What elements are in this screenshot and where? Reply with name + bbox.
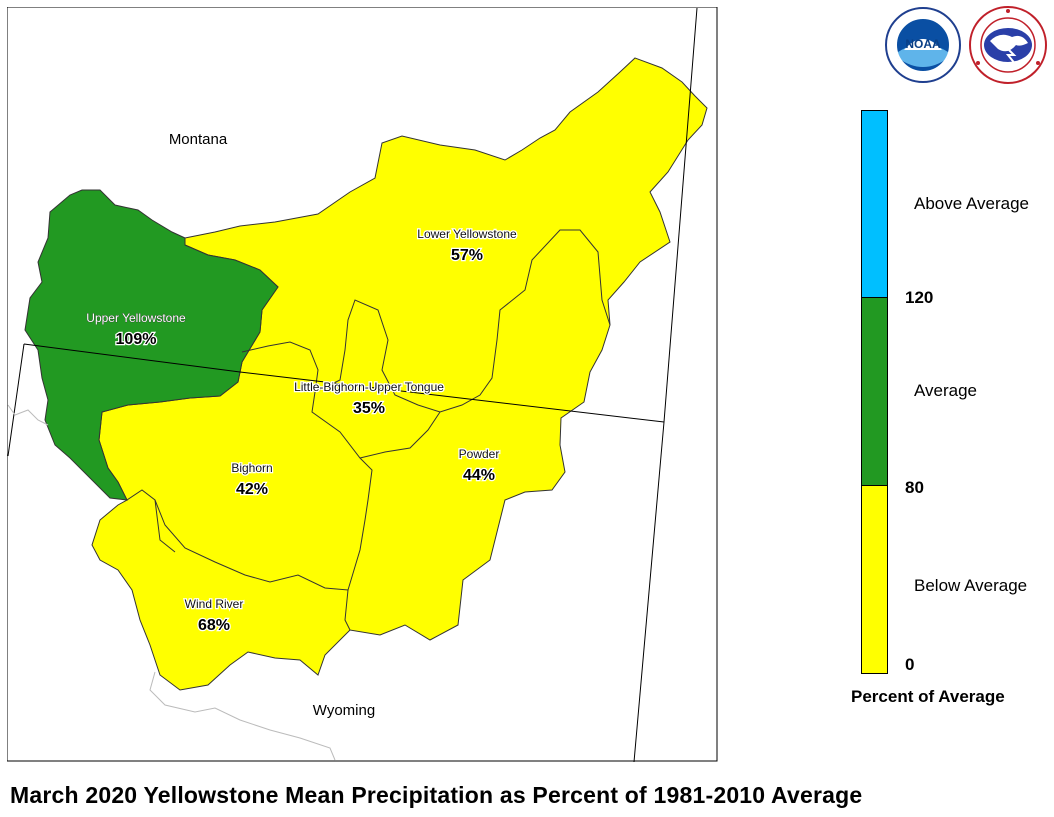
legend-break-120: 120 — [905, 288, 934, 307]
basin-percent-little-bighorn-upper-tongue: 35% — [353, 400, 385, 417]
legend-swatch-average — [861, 297, 888, 486]
basin-percent-upper-yellowstone: 109% — [116, 331, 157, 348]
basin-percent-bighorn: 42% — [236, 481, 268, 498]
basin-percent-wind-river: 68% — [198, 617, 230, 634]
legend-title: Percent of Average — [851, 687, 1005, 706]
basin-map: Montana Wyoming Upper Yellowstone 109% L… — [7, 7, 718, 763]
basin-name-bighorn: Bighorn — [231, 461, 272, 475]
legend-swatch-above-average — [861, 110, 888, 298]
legend-break-80: 80 — [905, 478, 924, 497]
legend-label-below-average: Below Average — [914, 576, 1028, 595]
page-title: March 2020 Yellowstone Mean Precipitatio… — [10, 782, 863, 808]
basin-upper-yellowstone — [24, 189, 279, 501]
basin-name-lower-yellowstone: Lower Yellowstone — [417, 227, 517, 241]
legend-label-above-average: Above Average — [914, 194, 1029, 213]
basin-name-little-bighorn-upper-tongue: Little-Bighorn-Upper Tongue — [294, 380, 444, 394]
legend-label-average: Average — [914, 381, 978, 400]
basin-percent-powder: 44% — [463, 467, 495, 484]
noaa-logo: NOAA — [885, 7, 961, 83]
nws-logo — [969, 6, 1047, 84]
state-label-montana: Montana — [169, 131, 228, 148]
legend-break-0: 0 — [905, 655, 915, 674]
state-boundary-line — [23, 343, 665, 423]
basin-percent-lower-yellowstone: 57% — [451, 247, 483, 264]
basin-name-upper-yellowstone: Upper Yellowstone — [86, 311, 186, 325]
legend-swatch-below-average — [861, 485, 888, 674]
state-label-wyoming: Wyoming — [313, 702, 375, 719]
basin-name-wind-river: Wind River — [185, 597, 244, 611]
noaa-logo-text: NOAA — [905, 37, 941, 51]
basin-name-powder: Powder — [459, 447, 500, 461]
